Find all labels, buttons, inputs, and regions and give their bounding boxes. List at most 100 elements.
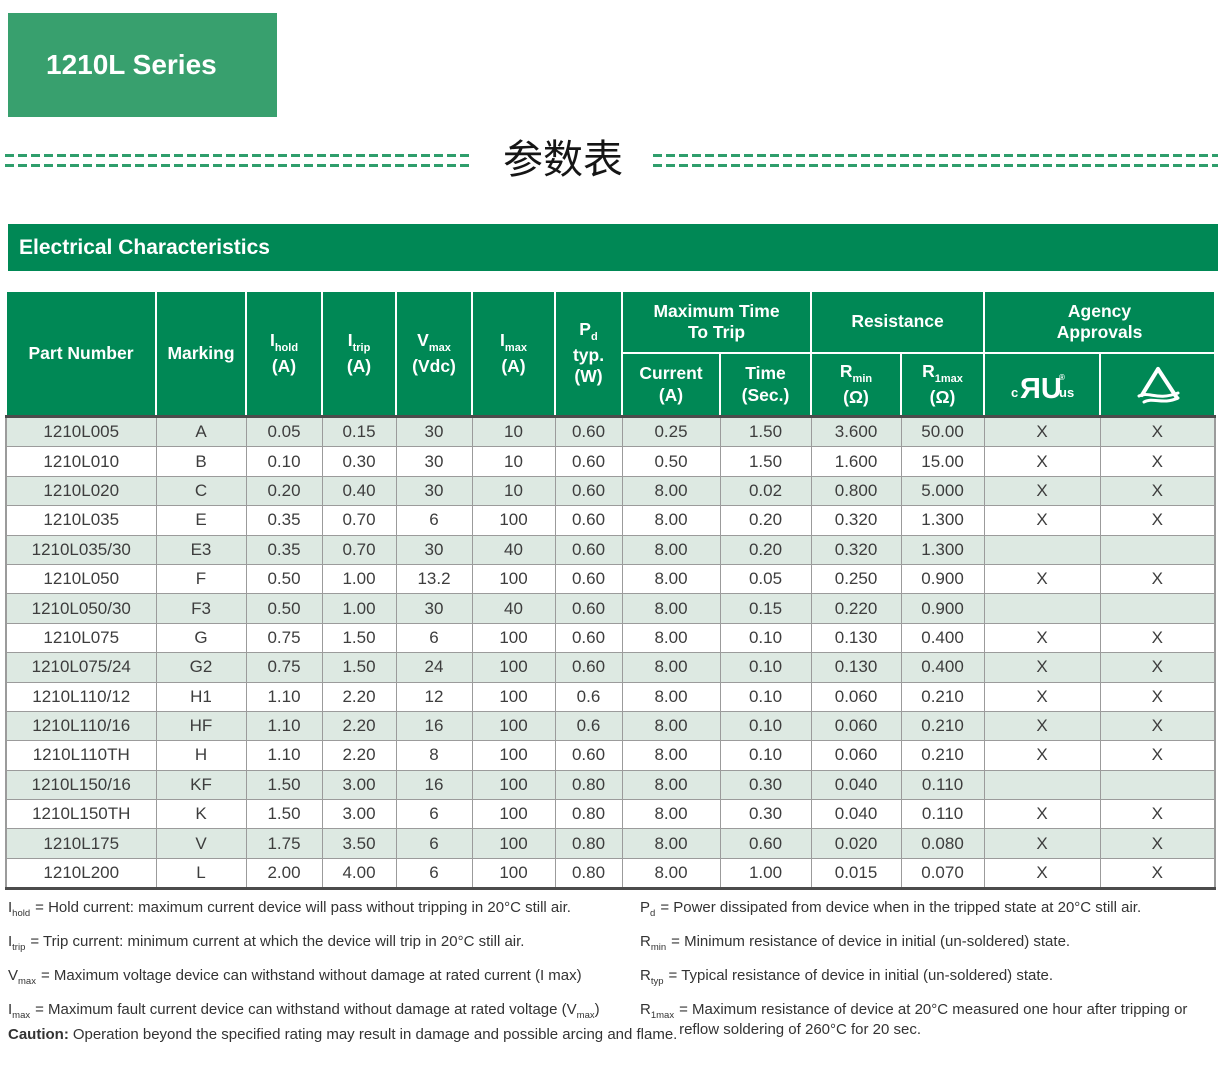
data-cell: 30 [395,475,473,507]
data-cell: 0.020 [810,828,902,859]
col-i-trip: Itrip (A) [321,290,397,418]
approval-cell: X [983,740,1101,771]
footnote-item: Rtyp = Typical resistance of device in in… [640,967,1054,987]
data-cell: 1.50 [245,769,323,801]
section-header: Electrical Characteristics [8,224,1218,271]
data-cell: G [155,622,247,654]
data-cell: 1.75 [245,828,323,859]
data-cell: 8.00 [621,505,721,536]
col-marking: Marking [155,290,247,418]
data-cell: 0.60 [554,652,623,683]
svg-text:us: us [1059,385,1074,400]
approval-cell [1099,593,1217,624]
data-cell: 8.00 [621,563,721,595]
approval-cell: X [983,622,1101,654]
data-cell: 1.10 [245,681,323,712]
data-cell: 15.00 [900,446,985,477]
data-cell: F3 [155,593,247,624]
data-cell: 13.2 [395,563,473,595]
col-triangle-approval [1099,352,1217,418]
approval-cell: X [983,652,1101,683]
data-cell: 0.20 [719,505,812,536]
data-cell: 0.400 [900,652,985,683]
data-cell: 10 [471,475,556,507]
data-cell: 6 [395,799,473,830]
section-title: Electrical Characteristics [19,235,270,259]
approval-cell: X [1099,505,1217,536]
data-cell: 0.6 [554,710,623,742]
data-cell: 0.080 [900,828,985,859]
data-cell: 0.10 [719,710,812,742]
approval-cell: X [1099,681,1217,712]
table-row: 1210L050/30 F3 0.50 1.00 30 40 0.60 8.00 0.15 0.2… [5,593,1217,624]
table-row: 1210L175 V 1.75 3.50 6 100 0.80 8.00 0.60 0.020 0.… [5,828,1217,859]
table-row: 1210L200 L 2.00 4.00 6 100 0.80 8.00 1.00 0.015 0.… [5,857,1217,891]
caution-note: Caution: Operation beyond the specified r… [8,1026,677,1043]
caution-label: Caution: [8,1026,69,1043]
svg-text:®: ® [1059,373,1065,382]
col-i-max: Imax (A) [471,290,556,418]
approval-cell: X [983,505,1101,536]
data-cell: 100 [471,799,556,830]
approval-cell: X [1099,710,1217,742]
approval-cell: X [983,828,1101,859]
data-cell: 0.60 [719,828,812,859]
data-cell: 0.110 [900,799,985,830]
table-row: 1210L050 F 0.50 1.00 13.2 100 0.60 8.00 0.05 0.25… [5,563,1217,595]
data-cell: 8.00 [621,475,721,507]
table-body: 1210L005 A 0.05 0.15 30 10 0.60 0.25 1.50 3.600 50… [5,414,1217,891]
data-cell: 1.00 [719,857,812,891]
data-cell: 0.50 [245,563,323,595]
data-cell: 8.00 [621,622,721,654]
data-cell: 0.25 [621,414,721,448]
data-cell: E3 [155,534,247,565]
data-cell: 0.30 [321,446,397,477]
data-cell: 12 [395,681,473,712]
col-part-number: Part Number [5,290,157,418]
approval-cell: X [983,799,1101,830]
part-number-cell: 1210L150/16 [5,769,157,801]
data-cell: 100 [471,505,556,536]
data-cell: 30 [395,534,473,565]
data-cell: 8.00 [621,593,721,624]
col-r-min: Rmin (Ω) [810,352,903,418]
approval-cell: X [983,446,1101,477]
caution-text: Operation beyond the specified rating ma… [72,1026,678,1043]
data-cell: 0.400 [900,622,985,654]
approval-cell: X [983,857,1101,891]
data-cell: 8.00 [621,769,721,801]
footnote-item: Itrip = Trip current: minimum current at … [8,933,525,953]
data-cell: 1.50 [321,622,397,654]
col-ul-approval: c ЯU ® us [983,352,1102,418]
footnote-item: Ihold = Hold current: maximum current dev… [8,899,571,919]
approval-cell: X [1099,652,1217,683]
data-cell: 10 [471,446,556,477]
data-cell: 1.00 [321,563,397,595]
data-cell: 100 [471,740,556,771]
data-cell: 0.75 [245,652,323,683]
approval-cell: X [1099,622,1217,654]
data-cell: 0.02 [719,475,812,507]
footnotes-right: Pd = Power dissipated from device when in… [640,898,1218,1048]
part-number-cell: 1210L010 [5,446,157,477]
data-cell: 50.00 [900,414,985,448]
data-cell: 1.300 [900,505,985,536]
part-number-cell: 1210L110/16 [5,710,157,742]
cul-us-recognized-icon: c ЯU ® us [1011,373,1074,404]
data-cell: 0.60 [554,414,623,448]
approval-cell: X [983,681,1101,712]
data-cell: 1.00 [321,593,397,624]
data-cell: 5.000 [900,475,985,507]
data-cell: 2.20 [321,710,397,742]
group-resistance: Resistance [810,290,986,354]
part-number-cell: 1210L110/12 [5,681,157,712]
data-cell: 0.10 [719,740,812,771]
table-row: 1210L075/24 G2 0.75 1.50 24 100 0.60 8.00 0.10 0.… [5,652,1217,683]
data-cell: 0.015 [810,857,902,891]
data-cell: 0.70 [321,505,397,536]
data-cell: 0.50 [245,593,323,624]
data-cell: 8.00 [621,710,721,742]
data-cell: 0.75 [245,622,323,654]
part-number-cell: 1210L175 [5,828,157,859]
data-cell: V [155,828,247,859]
